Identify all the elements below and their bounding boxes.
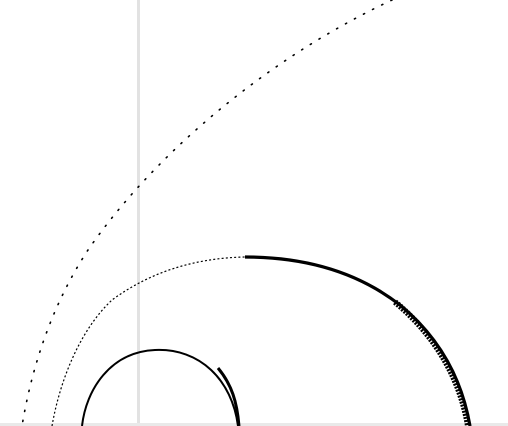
vertical-guide-line bbox=[137, 0, 140, 426]
small-arc bbox=[81, 348, 239, 426]
large-arc bbox=[244, 255, 472, 426]
bottom-guide-line bbox=[0, 423, 508, 426]
large-arc-thick-edge bbox=[393, 299, 471, 426]
middle-dotted-arc bbox=[51, 256, 246, 426]
outer-dotted-arc bbox=[21, 0, 393, 426]
small-arc-right-edge bbox=[216, 367, 241, 426]
